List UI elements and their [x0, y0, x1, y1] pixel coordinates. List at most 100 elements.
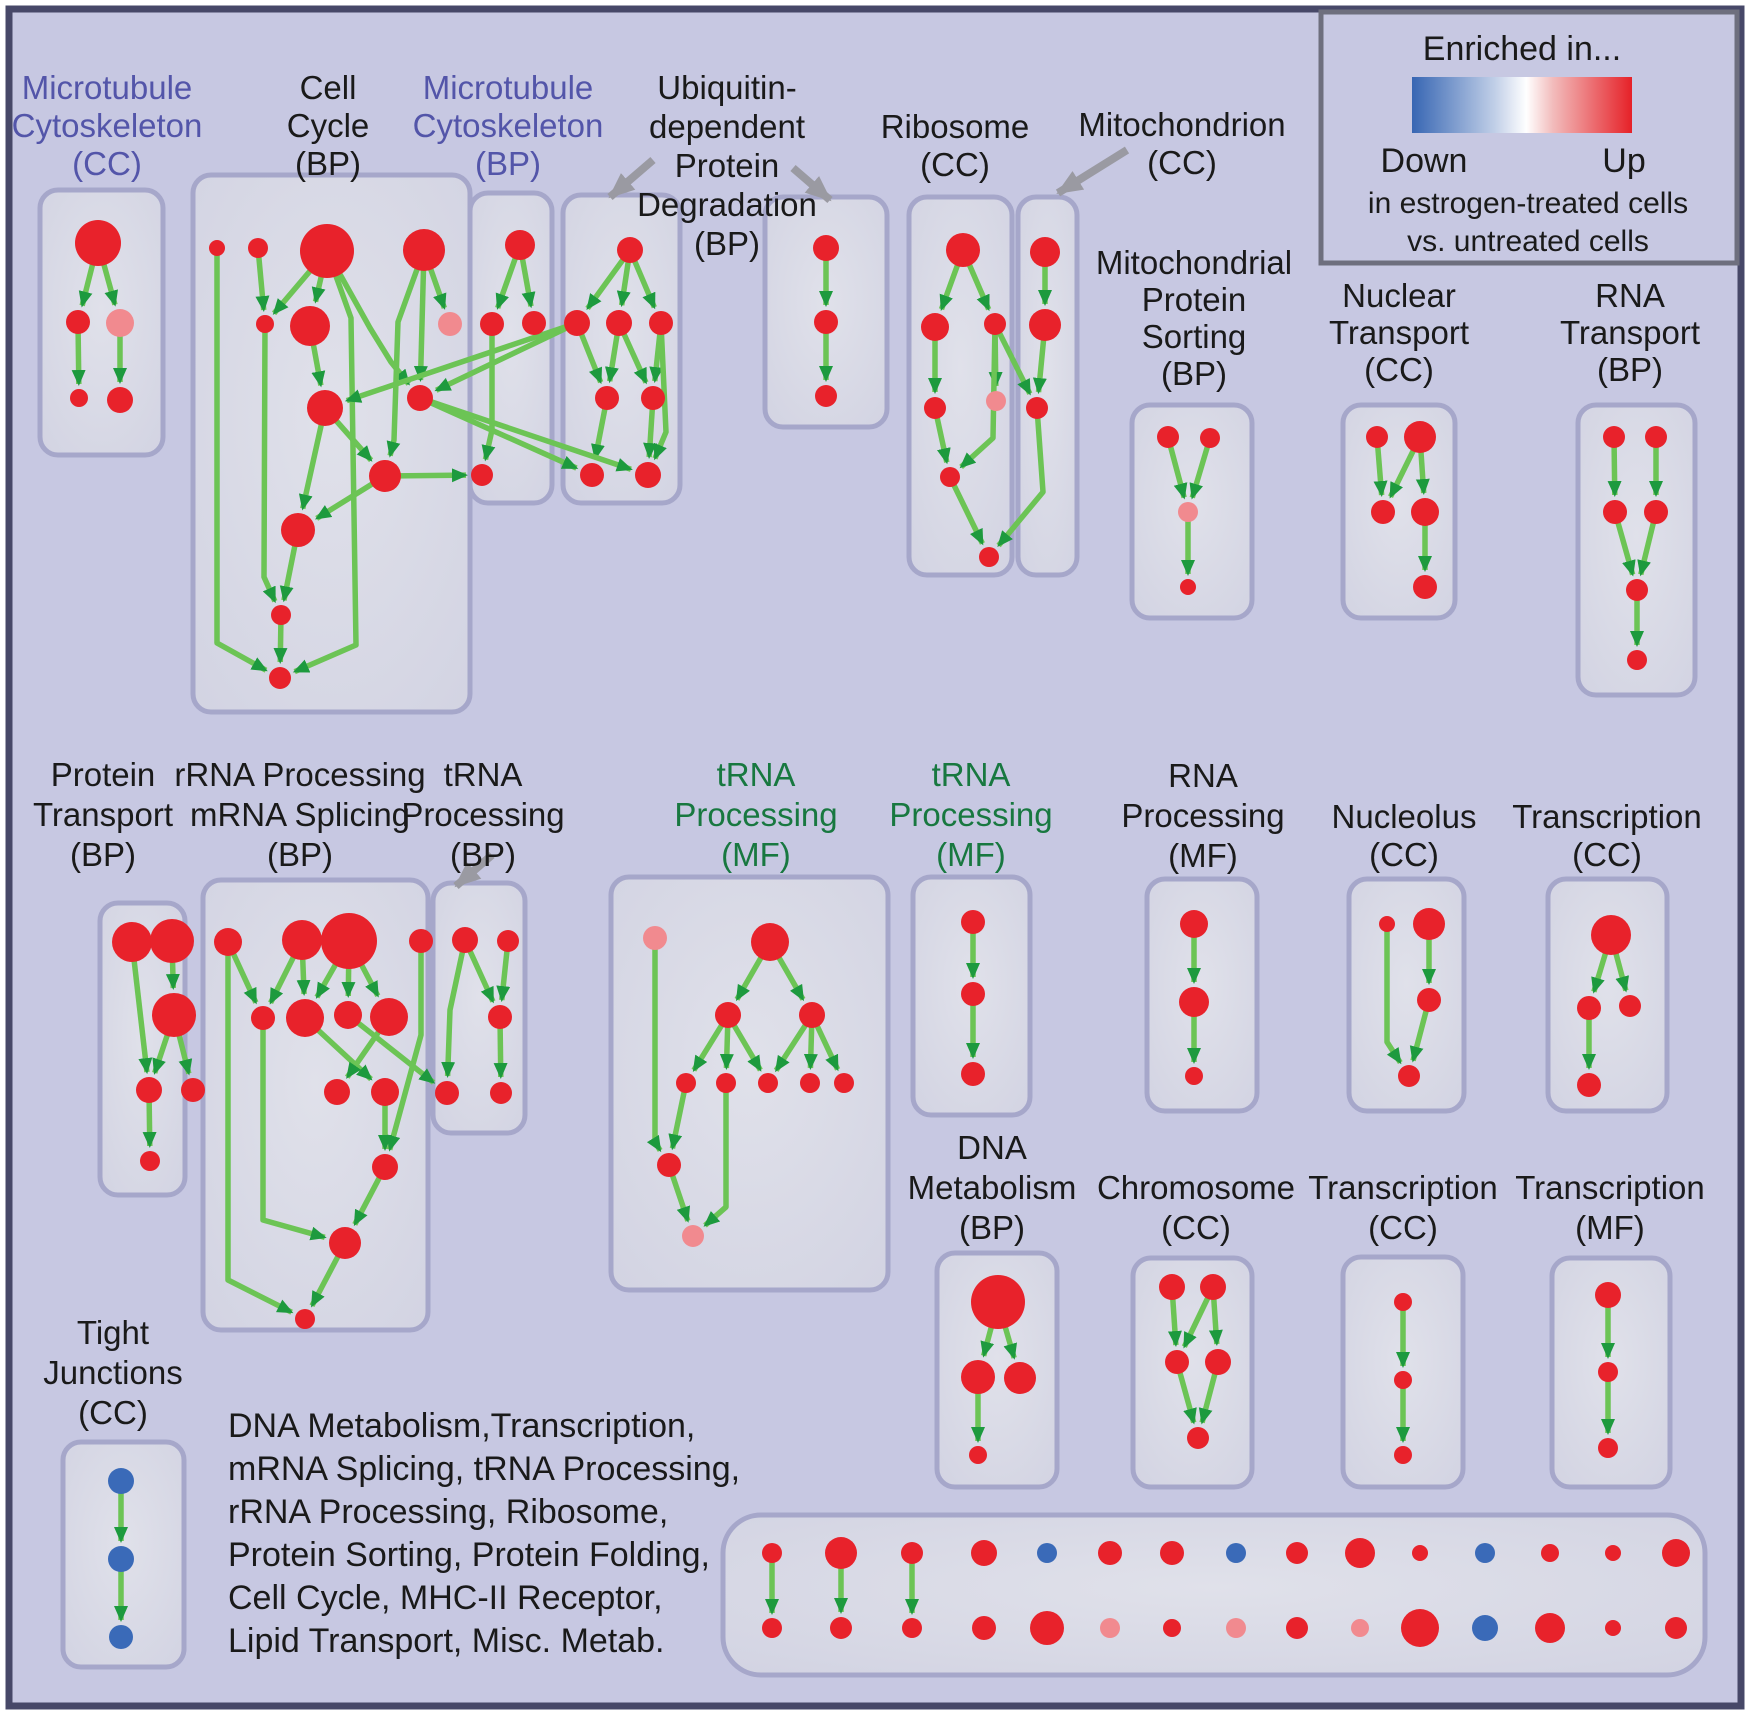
- cluster-title-tj: Junctions: [43, 1354, 182, 1391]
- graph-node: [1662, 1539, 1690, 1567]
- graph-node: [1627, 650, 1647, 670]
- graph-edge: [260, 1018, 327, 1241]
- graph-edge: [441, 939, 468, 1079]
- graph-node: [488, 1005, 512, 1029]
- cluster-box-misc: [720, 1512, 1708, 1678]
- graph-node: [1371, 500, 1395, 524]
- graph-node: [1226, 1543, 1246, 1563]
- graph-node: [300, 224, 354, 278]
- graph-node: [271, 605, 291, 625]
- graph-node: [214, 928, 242, 956]
- graph-node: [799, 1002, 825, 1028]
- graph-node: [1157, 426, 1179, 448]
- graph-node: [140, 1151, 160, 1171]
- graph-edge: [386, 249, 427, 458]
- graph-node: [682, 1225, 704, 1247]
- graph-node: [209, 240, 225, 256]
- graph-edge: [346, 1012, 436, 1085]
- graph-node: [1029, 309, 1061, 341]
- graph-node: [762, 1543, 782, 1563]
- graph-node: [136, 1077, 162, 1103]
- cluster-title-mtbp: Microtubule: [423, 69, 594, 106]
- graph-node: [490, 1082, 512, 1104]
- cluster-title-mps: Mitochondrial: [1096, 244, 1292, 281]
- graph-node: [1379, 916, 1395, 932]
- graph-node: [1394, 1293, 1412, 1311]
- graph-node: [649, 311, 673, 335]
- graph-node: [108, 1468, 134, 1494]
- graph-node: [921, 313, 949, 341]
- graph-node: [606, 310, 632, 336]
- graph-node: [800, 1073, 820, 1093]
- cluster-title-dnam: Metabolism: [908, 1169, 1077, 1206]
- graph-node: [961, 1062, 985, 1086]
- graph-node: [1472, 1615, 1498, 1641]
- graph-node: [371, 1078, 399, 1106]
- graph-node: [1351, 1619, 1369, 1637]
- cluster-box-rt: [1575, 402, 1698, 698]
- layer-nodes: [66, 220, 1690, 1649]
- graph-edge: [225, 942, 294, 1315]
- graph-node: [522, 311, 546, 335]
- graph-node: [324, 1079, 350, 1105]
- graph-node: [108, 1546, 134, 1572]
- graph-node: [814, 310, 838, 334]
- label-pointer-arrow: [607, 156, 656, 201]
- graph-node: [1226, 1618, 1246, 1638]
- graph-node: [1163, 1619, 1181, 1637]
- graph-node: [106, 309, 134, 337]
- cluster-title-trnabp: Processing: [401, 796, 564, 833]
- graph-node: [1626, 579, 1648, 601]
- graph-node: [1401, 1609, 1439, 1647]
- graph-node: [150, 919, 194, 963]
- graph-node: [1535, 1613, 1565, 1643]
- layer-text: MicrotubuleCytoskeleton(CC)CellCycle(BP)…: [12, 9, 1740, 1660]
- graph-node: [1180, 910, 1208, 938]
- graph-node: [1026, 397, 1048, 419]
- graph-node: [643, 926, 667, 950]
- annotation-line: Cell Cycle, MHC-II Receptor,: [228, 1579, 663, 1617]
- graph-node: [1605, 1545, 1621, 1561]
- graph-node: [409, 929, 433, 953]
- cluster-title-ubiqlabel: Ubiquitin-: [657, 69, 796, 106]
- cluster-title-dnam: (BP): [959, 1209, 1025, 1246]
- cluster-title-rrna: mRNA Splicing: [190, 796, 410, 833]
- cluster-title-mito: (CC): [1147, 144, 1217, 181]
- cluster-box-trnamf1: [608, 874, 891, 1293]
- graph-edge: [324, 249, 411, 386]
- graph-node: [758, 1073, 778, 1093]
- cluster-title-rrna: rRNA Processing: [174, 756, 425, 793]
- graph-edge: [292, 250, 359, 675]
- graph-edge: [996, 407, 1046, 548]
- cluster-title-ubiqlabel: Protein: [675, 147, 780, 184]
- graph-node: [961, 910, 985, 934]
- graph-node: [580, 463, 604, 487]
- cluster-title-rnap: RNA: [1168, 757, 1238, 794]
- graph-edge: [1384, 924, 1403, 1065]
- graph-edge: [992, 322, 1033, 396]
- graph-node: [256, 315, 274, 333]
- cluster-title-txcc3: (CC): [1368, 1209, 1438, 1246]
- graph-node: [1037, 1543, 1057, 1563]
- graph-node: [617, 237, 643, 263]
- graph-edge: [646, 938, 663, 1153]
- cluster-title-nt: Transport: [1329, 314, 1469, 351]
- cluster-title-rnap: Processing: [1121, 797, 1284, 834]
- graph-node: [403, 229, 445, 271]
- graph-node: [407, 385, 433, 411]
- graph-node: [1159, 1274, 1185, 1300]
- graph-node: [505, 230, 535, 260]
- graph-node: [1179, 987, 1209, 1017]
- graph-node: [282, 920, 322, 960]
- graph-node: [1286, 1617, 1308, 1639]
- graph-node: [1200, 1274, 1226, 1300]
- graph-node: [452, 927, 478, 953]
- graph-node: [762, 1618, 782, 1638]
- graph-node: [1644, 500, 1668, 524]
- graph-node: [1345, 1538, 1375, 1568]
- graph-node: [438, 312, 462, 336]
- graph-node: [307, 390, 343, 426]
- graph-node: [181, 1078, 205, 1102]
- cluster-title-ubiqlabel: dependent: [649, 108, 805, 145]
